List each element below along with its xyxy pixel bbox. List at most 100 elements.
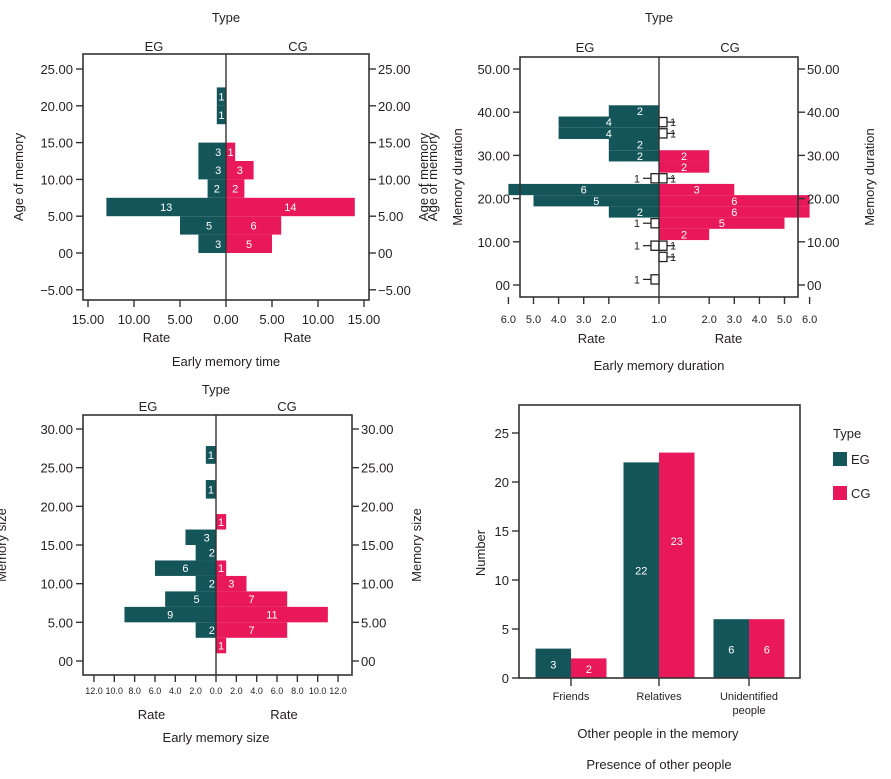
- x-tick-label-left: 3.0: [576, 314, 591, 326]
- bar-count-label: 2: [209, 548, 215, 560]
- facet-label-cg: CG: [720, 40, 740, 55]
- x-tick-label-right: 12.0: [329, 686, 347, 696]
- bar-cg: [226, 197, 355, 217]
- bar-count-label: 3: [215, 147, 221, 159]
- y-tick-label-right: 25.00: [361, 461, 394, 476]
- bar-count-label: 1: [670, 128, 676, 140]
- legend-swatch-cg: [833, 486, 847, 500]
- x-tick-label-left: 5.00: [167, 312, 192, 327]
- x-tick-label-left: 5.0: [526, 314, 541, 326]
- y-tick-label: 10: [495, 573, 509, 588]
- bar-count-label: 6: [581, 185, 587, 197]
- bar-cg-single: [658, 128, 668, 139]
- bar-count-label: 7: [249, 594, 255, 606]
- bar-count-label: 2: [637, 151, 643, 163]
- bar-eg: [195, 622, 216, 638]
- y-tick-label-right: 50.00: [807, 62, 840, 77]
- bar-count-label: 4: [606, 128, 612, 140]
- y-tick-label: 25: [495, 426, 509, 441]
- x-tick-label-left: 4.0: [551, 314, 566, 326]
- y-tick-label-right: 30.00: [807, 148, 840, 163]
- bar-count-label: 2: [232, 184, 238, 196]
- y-tick-label-left: 00: [59, 246, 73, 261]
- legend-title: Type: [833, 426, 861, 441]
- bar-eg: [535, 648, 571, 678]
- bar-count-label: 14: [284, 202, 296, 214]
- y-tick-label-left: 20.00: [40, 99, 73, 114]
- bar-eg: [558, 116, 659, 128]
- bar-count-label: 1: [670, 117, 676, 129]
- y-tick-label-right: 00: [378, 246, 392, 261]
- bar-eg: [713, 619, 749, 678]
- bar-cg: [659, 195, 810, 207]
- bar-count-label: 6: [182, 563, 188, 575]
- bar-count-label: 1: [634, 241, 640, 253]
- bar-count-label: 1: [634, 218, 640, 230]
- bar-value-label: 3: [550, 659, 556, 671]
- y-tick-label-left: 15.00: [40, 136, 73, 151]
- bar-eg: [195, 545, 216, 561]
- x-tick-label-right: 3.0: [727, 314, 742, 326]
- bar-count-label: 3: [237, 165, 243, 177]
- bar-eg: [533, 195, 659, 207]
- bar-count-label: 1: [208, 450, 214, 462]
- bar-count-label: 1: [218, 110, 224, 122]
- bar-eg: [198, 161, 226, 180]
- y-axis-title-left: Memory duration: [450, 128, 465, 226]
- bar-value-label: 6: [728, 645, 734, 657]
- x-tick-label-left: 15.00: [72, 312, 105, 327]
- x-axis-label-right: Rate: [715, 331, 742, 346]
- bar-count-label: 2: [637, 106, 643, 118]
- bar-count-label: 1: [670, 252, 676, 264]
- y-tick-label-left: 20.00: [477, 192, 510, 207]
- y-tick-label-left: 00: [496, 278, 510, 293]
- x-tick-label-left: 8.0: [128, 686, 141, 696]
- bar-count-label: 1: [228, 147, 234, 159]
- bar-cg: [659, 452, 695, 678]
- bar-eg: [207, 179, 226, 198]
- bar-value-label: 22: [635, 566, 647, 578]
- y-tick-label-right: 00: [361, 654, 375, 669]
- y-axis-title-right: Age of memory: [416, 132, 431, 221]
- bar-cg: [659, 228, 710, 241]
- bar-value-label: 23: [671, 536, 683, 548]
- bar-count-label: 2: [637, 207, 643, 219]
- bar-cg: [659, 161, 710, 173]
- y-tick-label-right: 5.00: [378, 209, 403, 224]
- x-tick-label-left: 10.00: [118, 312, 151, 327]
- legend-label-cg: CG: [851, 486, 871, 501]
- y-tick-label-right: 10.00: [378, 172, 411, 187]
- x-tick-label-right: 2.0: [702, 314, 717, 326]
- y-axis-title-left-outer: Age of memory: [425, 132, 440, 221]
- bar-count-label: 2: [681, 229, 687, 241]
- bar-eg-single: [650, 274, 660, 285]
- y-tick-label-left: 10.00: [477, 235, 510, 250]
- x-category-label: Unidentified: [720, 691, 778, 703]
- y-tick-label-right: 15.00: [378, 136, 411, 151]
- y-axis-title: Number: [473, 529, 488, 576]
- bar-cg: [226, 234, 272, 253]
- bar-cg-single: [658, 173, 668, 184]
- bar-cg: [571, 658, 607, 678]
- bar-count-label: 5: [246, 239, 252, 251]
- y-tick-label-right: 10.00: [361, 577, 394, 592]
- bar-value-label: 2: [586, 664, 592, 676]
- legend-swatch-eg: [833, 452, 847, 466]
- bar-cg: [216, 591, 288, 607]
- x-tick-label-left: 4.0: [169, 686, 182, 696]
- facet-label-cg: CG: [288, 39, 308, 54]
- bar-count-label: 2: [214, 184, 220, 196]
- y-tick-label-right: 10.00: [807, 235, 840, 250]
- x-tick-label-right: 5.00: [259, 312, 284, 327]
- y-axis-title-left: Memory size: [0, 508, 9, 582]
- y-tick-label-left: 10.00: [40, 577, 73, 592]
- bar-count-label: 5: [194, 594, 200, 606]
- x-tick-label-left: 2.0: [601, 314, 616, 326]
- bar-count-label: 1: [670, 241, 676, 253]
- x-category-label: Relatives: [636, 691, 682, 703]
- x-tick-label-right: 10.0: [309, 686, 327, 696]
- x-tick-label-right: 4.0: [250, 686, 263, 696]
